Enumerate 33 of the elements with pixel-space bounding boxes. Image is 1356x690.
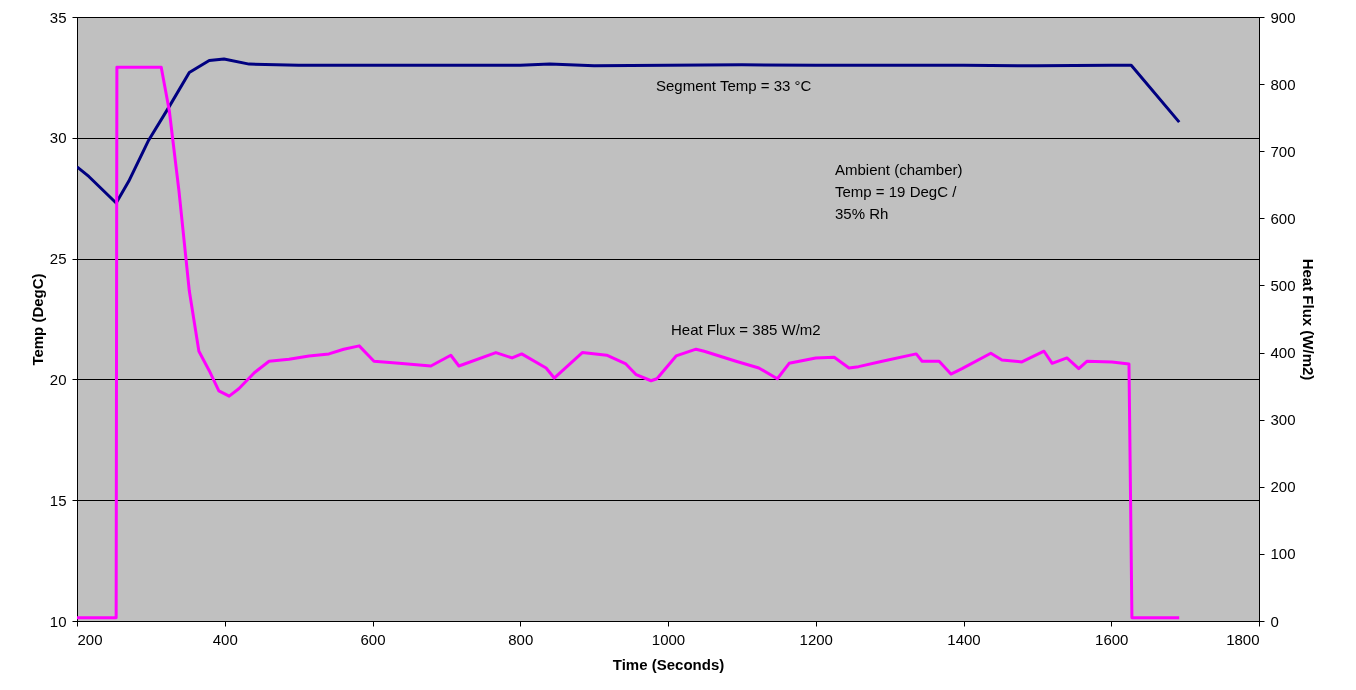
- y-axis-title: Temp (DegC): [28, 273, 46, 366]
- x-tick-label: 600: [360, 630, 386, 648]
- y-tick-label: 30: [49, 129, 67, 147]
- y-tick-label: 35: [49, 8, 67, 26]
- y-tick-label: 15: [49, 491, 67, 509]
- x-tick-label: 800: [508, 630, 534, 648]
- y-tick-label: 10: [49, 612, 67, 630]
- line-series: [77, 65, 1181, 620]
- line-series: [77, 57, 1181, 205]
- y2-tick-label: 300: [1270, 411, 1296, 429]
- annotation: Segment Temp = 33 °C: [656, 77, 812, 94]
- x-tick-label: 1800: [1226, 630, 1260, 648]
- x-tick-label: 200: [77, 630, 103, 648]
- y2-tick-label: 700: [1270, 142, 1296, 160]
- y-tick-label: 20: [49, 370, 67, 388]
- y2-tick-label: 900: [1270, 8, 1296, 26]
- y2-tick-label: 100: [1270, 545, 1296, 563]
- y-tick-label: 25: [49, 250, 67, 268]
- x-tick-label: 1600: [1095, 630, 1129, 648]
- y2-tick-label: 400: [1270, 344, 1296, 362]
- y2-tick-label: 600: [1270, 209, 1296, 227]
- y2-tick-label: 0: [1270, 612, 1279, 630]
- x-tick-label: 1400: [947, 630, 981, 648]
- y2-axis-title: Heat Flux (W/m2): [1299, 258, 1317, 381]
- x-axis-title: Time (Seconds): [612, 655, 725, 673]
- annotation: Heat Flux = 385 W/m2: [671, 321, 821, 338]
- x-tick-label: 1000: [651, 630, 686, 648]
- y2-tick-label: 800: [1270, 75, 1296, 93]
- y2-tick-label: 500: [1270, 276, 1296, 294]
- x-tick-label: 400: [212, 630, 238, 648]
- y2-tick-label: 200: [1270, 478, 1296, 496]
- annotation: Ambient (chamber) Temp = 19 DegC / 35% Rh: [835, 161, 963, 222]
- x-tick-label: 1200: [799, 630, 833, 648]
